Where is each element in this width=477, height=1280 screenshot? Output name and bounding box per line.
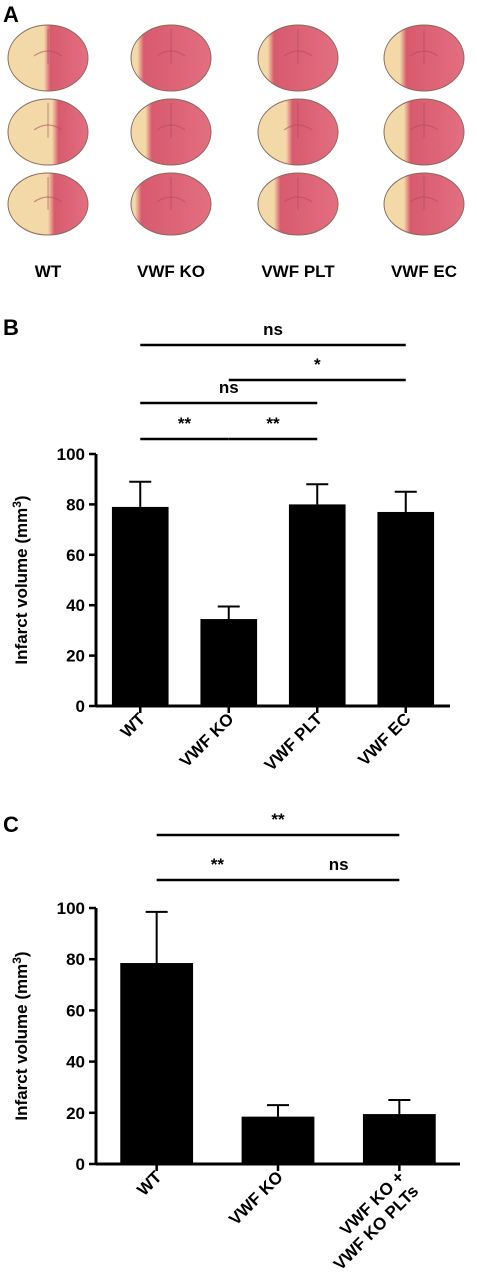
- significance-label-3: ns: [219, 378, 239, 397]
- significance-label-1: **: [271, 812, 285, 829]
- x-tick-label-2: VWF KO: [225, 1167, 287, 1229]
- bar-3: [288, 504, 346, 706]
- y-axis-title: Infarct volume (mm3): [10, 951, 31, 1120]
- x-tick-label-3: VWF KO +VWF KO PLTs: [316, 1167, 423, 1274]
- y-tick-label: 20: [66, 1104, 85, 1123]
- bar-1: [111, 506, 169, 706]
- brain-ventricle-2-2: [156, 124, 186, 131]
- y-tick-label: 100: [57, 899, 85, 918]
- y-tick-label: 0: [76, 1155, 85, 1174]
- x-tick-label-2: VWF KO: [176, 709, 238, 771]
- significance-label-4: **: [178, 414, 192, 433]
- brain-ventricle-1-2: [33, 124, 63, 131]
- y-tick-label: 40: [66, 1053, 85, 1072]
- brain-ventricle-3-1: [283, 50, 313, 57]
- y-tick-label: 100: [57, 445, 85, 464]
- x-tick-label-1: WT: [117, 709, 150, 742]
- brain-ventricle-4-3: [409, 196, 439, 203]
- brain-sections-image: [7, 24, 465, 236]
- x-tick-label-4: VWF EC: [354, 709, 414, 769]
- bar-3: [362, 1114, 436, 1164]
- significance-label-3: ns: [329, 855, 349, 874]
- y-tick-label: 60: [66, 546, 85, 565]
- brain-ventricle-2-3: [156, 196, 186, 203]
- y-tick-label: 40: [66, 596, 85, 615]
- significance-label-2: *: [314, 355, 321, 374]
- significance-label-1: ns: [263, 320, 283, 339]
- brain-ventricle-3-2: [283, 124, 313, 131]
- bar-2: [200, 619, 258, 706]
- y-tick-label: 80: [66, 950, 85, 969]
- infarct-volume-chart-c: 0 20 40 60 80 100 Infarct volume (mm3) WT VWF KO…: [10, 812, 460, 1274]
- brain-label-wt: WT: [34, 262, 62, 281]
- brain-label-vwf-plt: VWF PLT: [261, 262, 335, 281]
- y-tick-label: 80: [66, 495, 85, 514]
- y-tick-label: 0: [76, 697, 85, 716]
- y-tick-label: 60: [66, 1001, 85, 1020]
- bar-2: [241, 1116, 315, 1164]
- brain-ventricle-1-3: [33, 196, 63, 203]
- brain-ventricle-2-1: [156, 50, 186, 57]
- x-tick-label-3: VWF PLT: [261, 709, 327, 775]
- infarct-volume-chart-b: 0 20 40 60 80 100 Infarct volume (mm3) WT VWF KO…: [10, 320, 450, 775]
- brain-label-vwf-ec: VWF EC: [390, 262, 458, 281]
- significance-label-2: **: [211, 855, 225, 874]
- brain-ventricle-3-3: [283, 196, 313, 203]
- y-tick-label: 20: [66, 647, 85, 666]
- bar-4: [377, 511, 435, 706]
- panel-b-letter: B: [3, 315, 19, 340]
- x-tick-label-1: WT: [133, 1167, 166, 1200]
- panel-a-letter: A: [3, 2, 19, 27]
- brain-ventricle-1-1: [33, 50, 63, 57]
- brain-ventricle-4-1: [409, 50, 439, 57]
- significance-label-5: **: [266, 414, 280, 433]
- brain-ventricle-4-2: [409, 124, 439, 131]
- bar-1: [120, 963, 194, 1164]
- panel-c-letter: C: [3, 812, 19, 837]
- brain-label-vwf-ko: VWF KO: [137, 262, 205, 281]
- y-axis-title: Infarct volume (mm3): [10, 495, 31, 664]
